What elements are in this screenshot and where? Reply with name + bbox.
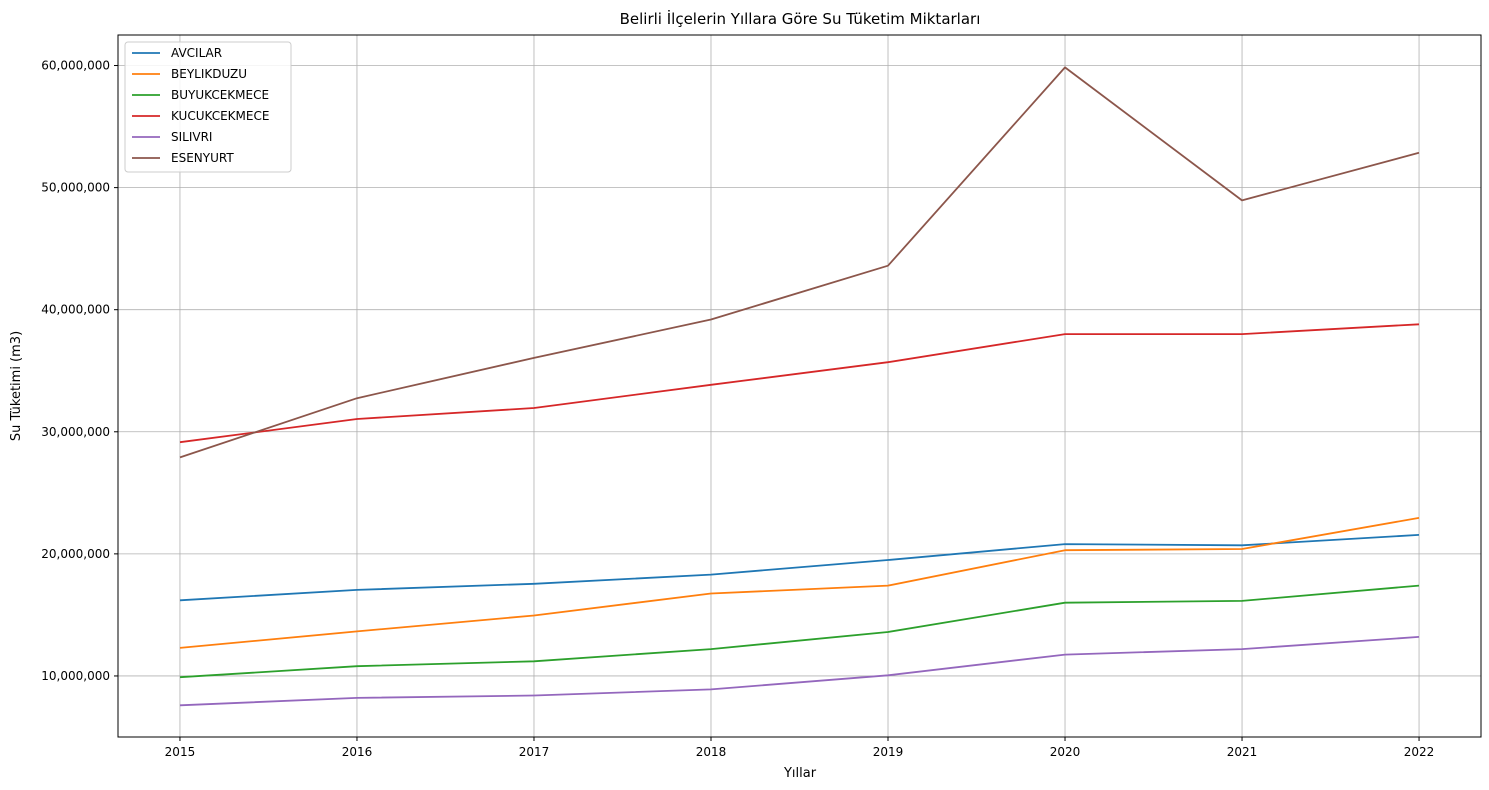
y-axis-label: Su Tüketimi (m3) (9, 331, 24, 441)
legend-label: KUCUKCEKMECE (171, 109, 269, 123)
series-line-esenyurt (179, 66, 1420, 459)
series-line-silivri (179, 636, 1420, 707)
x-tick-label: 2018 (696, 745, 727, 759)
legend-label: ESENYURT (171, 151, 234, 165)
x-tick-label: 2016 (342, 745, 373, 759)
y-tick-label: 50,000,000 (41, 181, 110, 195)
series-lines (179, 66, 1420, 707)
y-tick-label: 30,000,000 (41, 425, 110, 439)
grid-lines (118, 35, 1481, 737)
y-axis: 10,000,000 20,000,000 30,000,000 40,000,000… (41, 59, 118, 683)
y-tick-label: 60,000,000 (41, 59, 110, 73)
x-axis-label: Yıllar (783, 766, 817, 781)
x-tick-label: 2021 (1227, 745, 1258, 759)
legend-label: SILIVRI (171, 130, 212, 144)
plot-frame (117, 34, 1482, 738)
x-tick-label: 2015 (165, 745, 196, 759)
y-tick-label: 10,000,000 (41, 669, 110, 683)
legend: AVCILAR BEYLIKDUZU BUYUKCEKMECE KUCUKCEKMEC… (124, 41, 292, 173)
x-tick-label: 2019 (873, 745, 904, 759)
legend-label: BUYUKCEKMECE (171, 88, 269, 102)
x-axis: 2015 2016 2017 2018 2019 2020 2021 2022 (165, 737, 1435, 759)
series-line-beylikduzu (179, 517, 1420, 649)
y-tick-label: 40,000,000 (41, 303, 110, 317)
series-line-avcilar (179, 534, 1420, 602)
series-line-kucukcekmece (179, 323, 1420, 444)
y-tick-label: 20,000,000 (41, 547, 110, 561)
x-tick-label: 2017 (519, 745, 550, 759)
series-line-buyukcekmece (179, 584, 1420, 679)
chart-title: Belirli İlçelerin Yıllara Göre Su Tüketi… (620, 9, 981, 28)
x-tick-label: 2020 (1050, 745, 1081, 759)
legend-label: BEYLIKDUZU (171, 67, 247, 81)
x-tick-label: 2022 (1404, 745, 1435, 759)
legend-box (124, 41, 292, 173)
legend-label: AVCILAR (171, 46, 222, 60)
